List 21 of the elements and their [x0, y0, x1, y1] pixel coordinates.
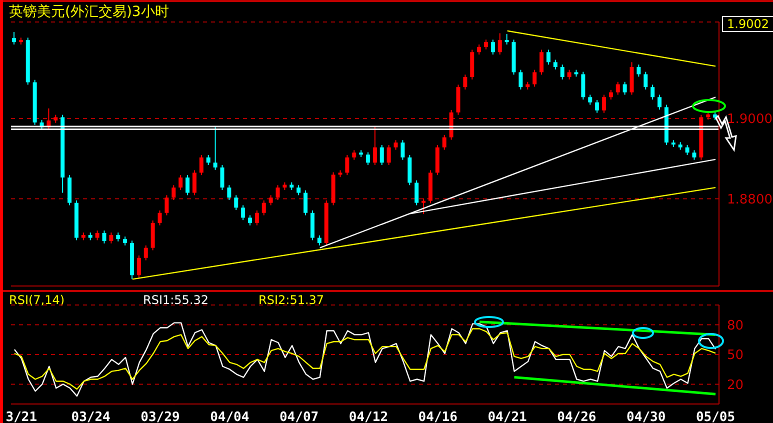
text: 1.9002 [722, 16, 773, 32]
x-tick-label: 04/21 [488, 410, 528, 423]
x-tick-label: 05/05 [696, 410, 736, 423]
x-tick-label: 04/30 [626, 410, 666, 423]
x-tick-label: 3/21 [6, 410, 38, 423]
y-tick-label: 80 [727, 318, 744, 334]
x-tick-label: 04/04 [210, 410, 250, 423]
x-tick-label: 03/24 [71, 410, 111, 423]
y-tick-label: 1.8800 [727, 192, 772, 208]
y-tick-label: 20 [727, 378, 744, 393]
x-tick-label: 04/07 [279, 410, 319, 423]
chart-title: 英镑美元(外汇交易)3小时 [9, 3, 169, 21]
chart-title: RSI(7,14) [9, 293, 65, 307]
text: RSI2:51.37 [258, 293, 324, 307]
x-tick-label: 04/12 [348, 410, 388, 423]
x-tick-label: 04/16 [418, 410, 458, 423]
series-label: RSI1:55.32 [143, 293, 209, 307]
x-tick-label: 03/29 [140, 410, 180, 423]
y-tick-label: 1.9000 [727, 112, 772, 128]
y-tick-label: 50 [727, 348, 744, 364]
x-tick-label: 04/26 [557, 410, 596, 423]
